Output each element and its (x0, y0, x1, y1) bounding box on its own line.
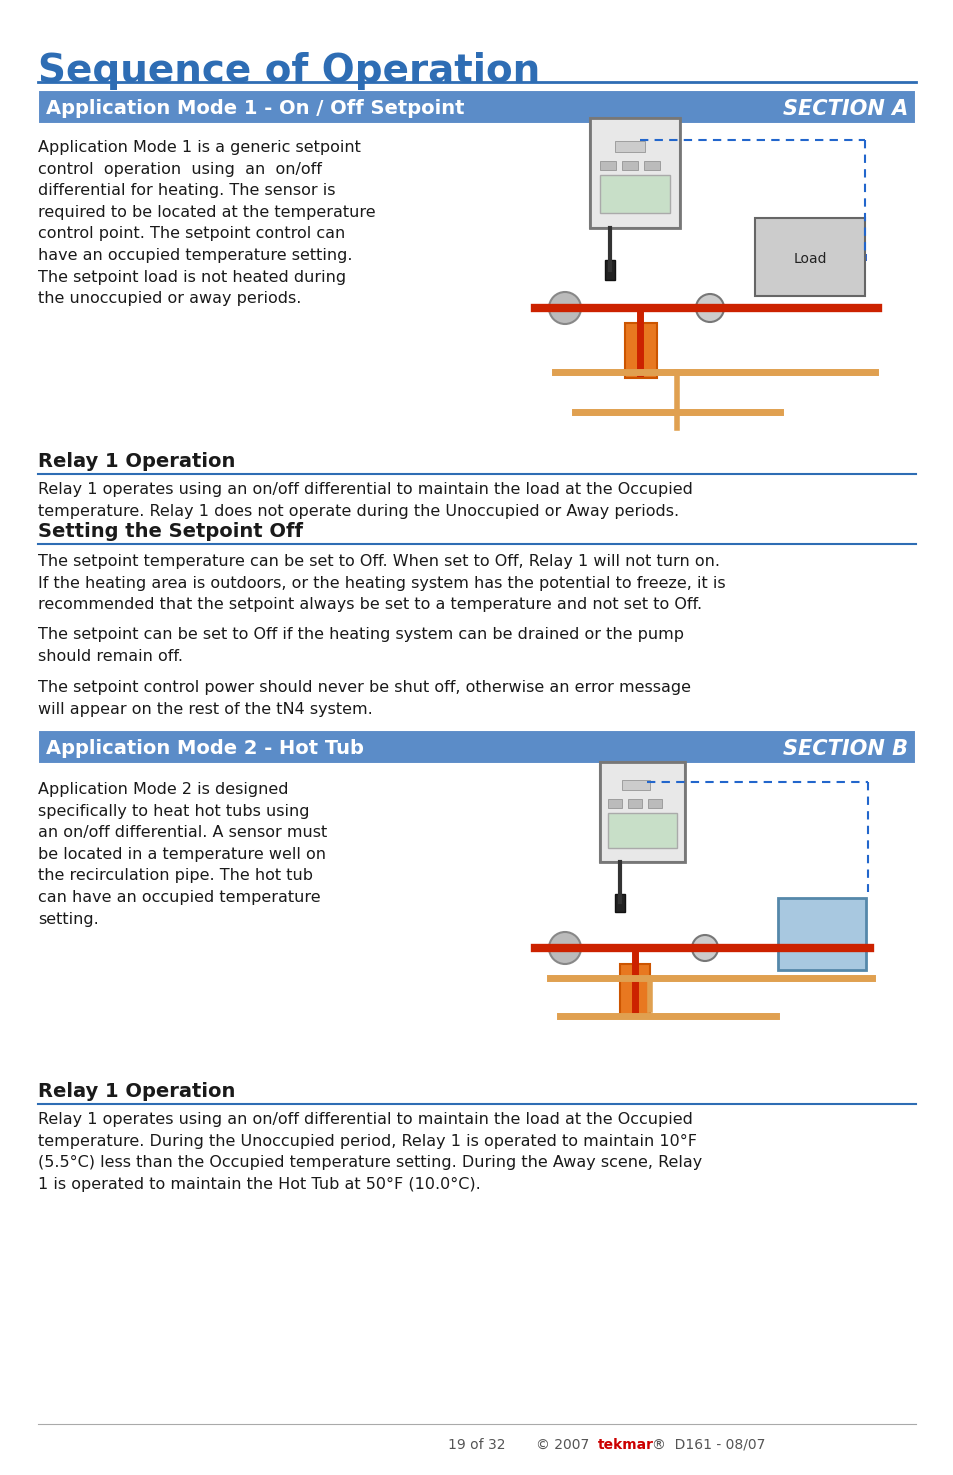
Bar (615, 142, 644, 152)
Text: Application Mode 1 - On / Off Setpoint: Application Mode 1 - On / Off Setpoint (46, 99, 464, 118)
Bar (647, 799, 661, 808)
Bar (621, 161, 638, 170)
Text: Setting the Setpoint Off: Setting the Setpoint Off (38, 522, 303, 541)
Bar (627, 799, 641, 808)
Text: The setpoint control power should never be shut off, otherwise an error message
: The setpoint control power should never … (38, 680, 690, 717)
Bar (607, 813, 677, 848)
Bar (778, 898, 865, 971)
Bar (859, 254, 866, 261)
Bar (624, 323, 657, 378)
Text: The setpoint can be set to Off if the heating system can be drained or the pump
: The setpoint can be set to Off if the he… (38, 627, 683, 664)
Text: Load: Load (792, 252, 826, 266)
Text: Relay 1 operates using an on/off differential to maintain the load at the Occupi: Relay 1 operates using an on/off differe… (38, 482, 692, 519)
Bar (604, 260, 615, 280)
Circle shape (548, 292, 580, 324)
Text: 19 of 32: 19 of 32 (448, 1438, 505, 1451)
Text: Application Mode 2 is designed
specifically to heat hot tubs using
an on/off dif: Application Mode 2 is designed specifica… (38, 782, 327, 926)
Bar (599, 763, 684, 861)
Text: tekmar: tekmar (598, 1438, 654, 1451)
Bar (615, 894, 624, 912)
Text: Relay 1 Operation: Relay 1 Operation (38, 451, 235, 471)
Text: © 2007: © 2007 (536, 1438, 598, 1451)
Text: ®  D161 - 08/07: ® D161 - 08/07 (651, 1438, 764, 1451)
Bar (621, 780, 649, 791)
Bar (754, 218, 864, 296)
Text: Application Mode 2 - Hot Tub: Application Mode 2 - Hot Tub (46, 739, 363, 758)
Bar (599, 176, 669, 212)
Circle shape (696, 294, 723, 322)
Text: The setpoint temperature can be set to Off. When set to Off, Relay 1 will not tu: The setpoint temperature can be set to O… (38, 555, 725, 612)
Bar (607, 799, 621, 808)
Bar (643, 161, 659, 170)
Circle shape (548, 932, 580, 965)
Text: SECTION A: SECTION A (781, 99, 907, 119)
Bar (38, 90, 915, 124)
Bar (599, 161, 616, 170)
Bar (38, 730, 915, 764)
Text: SECTION B: SECTION B (782, 739, 907, 760)
Bar (619, 965, 649, 1016)
Bar (599, 763, 684, 861)
Circle shape (691, 935, 718, 962)
Bar (589, 118, 679, 229)
Bar (589, 118, 679, 229)
Text: Relay 1 operates using an on/off differential to maintain the load at the Occupi: Relay 1 operates using an on/off differe… (38, 1112, 701, 1192)
Text: Relay 1 Operation: Relay 1 Operation (38, 1083, 235, 1100)
Text: Application Mode 1 is a generic setpoint
control  operation  using  an  on/off
d: Application Mode 1 is a generic setpoint… (38, 140, 375, 307)
Text: Sequence of Operation: Sequence of Operation (38, 52, 539, 90)
